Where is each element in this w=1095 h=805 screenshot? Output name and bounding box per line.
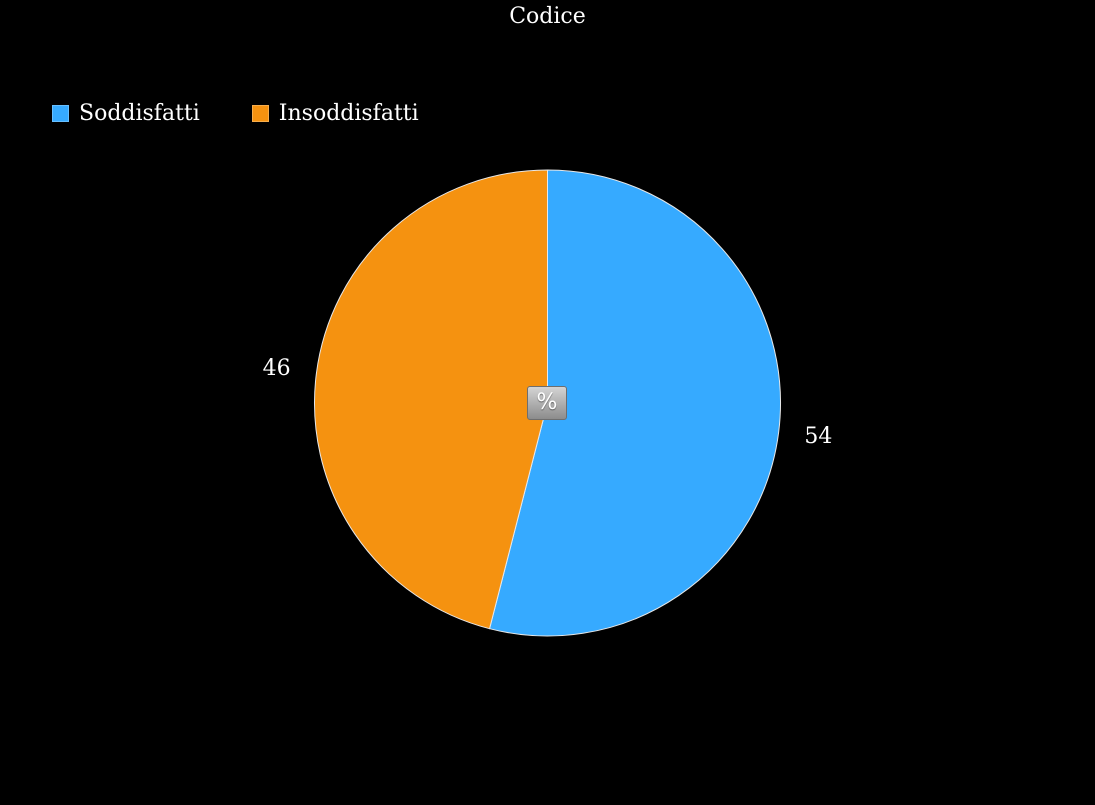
pie-slice-soddisfatti[interactable] (488, 169, 781, 637)
chart-title: Codice (509, 4, 586, 29)
legend-label-insoddisfatti: Insoddisfatti (278, 100, 419, 126)
legend-swatch-soddisfatti (52, 104, 69, 122)
legend-item-insoddisfatti[interactable]: Insoddisfatti (251, 100, 419, 126)
legend-swatch-insoddisfatti (251, 104, 269, 122)
slice-value-label-insoddisfatti: 46 (263, 356, 291, 381)
percent-unit-badge: % (527, 386, 567, 420)
pie-slice-insoddisfatti[interactable] (314, 169, 548, 630)
legend-item-soddisfatti[interactable]: Soddisfatti (52, 101, 200, 126)
legend: Soddisfatti Insoddisfatti (52, 100, 471, 126)
legend-label-soddisfatti: Soddisfatti (79, 100, 200, 126)
slice-value-label-soddisfatti: 54 (804, 424, 832, 449)
